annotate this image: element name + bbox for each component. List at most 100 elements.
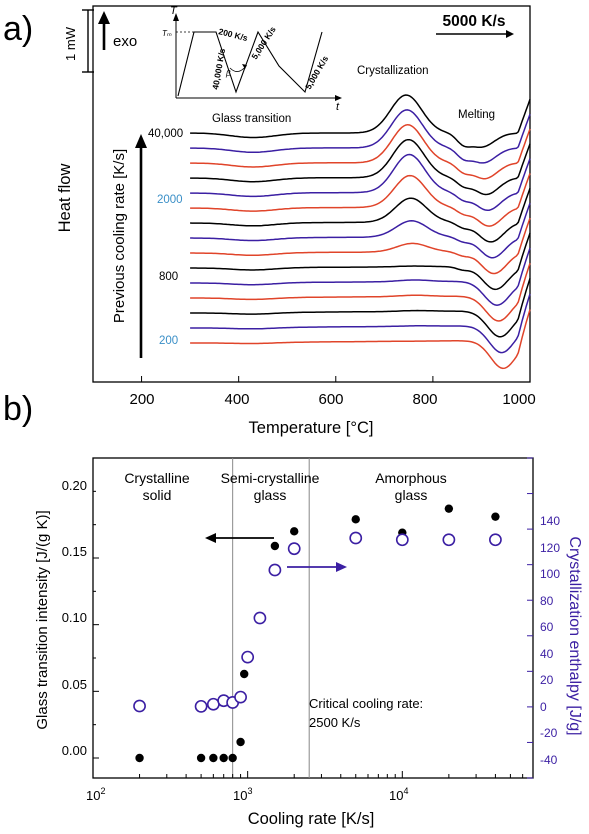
temperature-program-inset: [173, 13, 342, 101]
right-tick: -40: [540, 753, 558, 767]
dsc-trace: [190, 187, 531, 243]
panel-a-tick-200: 200: [129, 391, 154, 408]
critical-rate-value: 2500 K/s: [309, 715, 361, 730]
right-axis-pointer-arrow-icon: [287, 562, 347, 572]
right-tick: 0: [540, 700, 547, 714]
rate-label-40000: 40,000: [148, 128, 183, 140]
crystallization-enthalpy-point: [349, 531, 363, 545]
panel-a-frame: [92, 5, 531, 383]
region-amorphous: Amorphous: [375, 470, 447, 486]
rate-label-2000: 2000: [157, 194, 183, 206]
panel-a-label: a): [3, 10, 33, 48]
svg-text:102: 102: [86, 786, 105, 803]
x-tick-labels: 102 103 104: [86, 786, 408, 803]
rate-label-800: 800: [159, 271, 178, 283]
inset-beta-label: β: [225, 69, 231, 78]
panel-a-x-axis-label: Temperature [°C]: [249, 419, 374, 437]
glass-transition-point: [351, 515, 360, 524]
critical-rate-label: Critical cooling rate:: [309, 696, 423, 711]
crystallization-enthalpy-point: [287, 542, 301, 556]
dsc-trace: [190, 262, 531, 322]
panel-b-points: [133, 504, 502, 763]
glass-transition-point: [209, 753, 218, 763]
right-tick: 40: [540, 647, 554, 661]
region-amorphous-glass: glass: [395, 487, 428, 503]
svg-text:104: 104: [389, 786, 408, 803]
panel-a-tick-1000: 1000: [502, 391, 535, 408]
cooling-rate-arrow-icon: [135, 134, 147, 358]
inset-rate-5000-b: 5,000 K/s: [303, 54, 330, 91]
inset-t-label: t: [336, 101, 340, 113]
region-divider-lines: [232, 458, 310, 778]
glass-transition-point: [219, 753, 228, 763]
inset-T-label: T: [170, 5, 178, 17]
right-tick: -20: [540, 726, 558, 740]
x-tick-exp: 2: [100, 786, 105, 796]
panel-a-tick-800: 800: [412, 391, 437, 408]
glass-transition-point: [135, 753, 144, 763]
glass-transition-point: [236, 737, 245, 747]
x-tick-base: 10: [233, 788, 247, 803]
dsc-trace: [190, 232, 531, 291]
right-tick: 120: [540, 541, 560, 555]
svg-text:103: 103: [233, 786, 252, 803]
left-axis-pointer-arrow-icon: [205, 533, 274, 543]
panel-a-x-ticks: [141, 376, 531, 382]
right-tick: 20: [540, 673, 554, 687]
scale-bar: [82, 9, 94, 73]
glass-transition-point: [491, 512, 500, 521]
right-tick: 140: [540, 514, 560, 528]
heating-rate-label: 5000 K/s: [443, 13, 506, 30]
glass-transition-point: [270, 541, 280, 551]
right-tick: 80: [540, 594, 554, 608]
panel-b-chart: 0.00 0.05 0.10 0.15 0.20 -40 -20 0 20 40…: [34, 457, 583, 828]
dsc-traces: [190, 94, 531, 370]
crystallization-enthalpy-point: [489, 533, 502, 547]
scale-bar-label: 1 mW: [63, 26, 78, 61]
panel-b-left-axis-label: Glass transition intensity [J/(g K)]: [34, 510, 51, 729]
heating-direction-arrow-icon: [436, 30, 514, 38]
crystallization-enthalpy-point: [194, 699, 208, 713]
rate-label-200: 200: [159, 335, 178, 347]
left-tick-0: 0.00: [62, 743, 87, 758]
right-tick: 60: [540, 620, 554, 634]
dsc-trace: [190, 293, 531, 354]
left-tick-1: 0.05: [62, 677, 87, 692]
crystallization-enthalpy-point: [206, 697, 220, 711]
inset-rate-200: 200 K/s: [218, 26, 250, 43]
dsc-trace: [190, 202, 531, 259]
glass-transition-point: [228, 753, 237, 763]
x-tick-exp: 3: [247, 786, 252, 796]
crystallization-enthalpy-point: [253, 611, 267, 625]
panel-b-x-axis-label: Cooling rate [K/s]: [248, 810, 375, 828]
glass-transition-point: [290, 527, 299, 536]
region-crystalline: Crystalline: [124, 470, 190, 486]
crystallization-label: Crystallization: [357, 65, 429, 77]
panel-b-label: b): [3, 390, 33, 428]
region-semi-crystalline: Semi-crystalline: [221, 470, 320, 486]
glass-transition-label: Glass transition: [212, 113, 291, 125]
dsc-trace: [190, 153, 531, 212]
left-tick-2: 0.10: [62, 610, 87, 625]
melting-label: Melting: [458, 109, 495, 121]
previous-cooling-rate-label: Previous cooling rate [K/s]: [111, 149, 128, 323]
dsc-trace: [190, 173, 531, 227]
left-tick-4: 0.20: [62, 478, 87, 493]
dsc-trace: [190, 138, 531, 196]
panel-a-tick-600: 600: [318, 391, 343, 408]
region-solid: solid: [143, 487, 172, 503]
crystallization-enthalpy-point: [133, 699, 146, 713]
x-tick-base: 10: [389, 788, 403, 803]
panel-b-right-axis-label: Crystallization enthalpy [J/g]: [566, 536, 583, 735]
crystallization-enthalpy-point: [395, 533, 409, 547]
panel-b-frame: [92, 457, 534, 779]
dsc-trace: [190, 278, 531, 338]
right-tick: 100: [540, 567, 560, 581]
glass-transition-point: [444, 504, 454, 513]
panel-a-chart: 200 400 600 800 1000 Temperature [°C] He…: [56, 5, 536, 437]
dsc-trace: [190, 109, 531, 164]
panel-a-y-axis-label: Heat flow: [56, 164, 74, 233]
glass-transition-point: [196, 753, 206, 763]
left-tick-3: 0.15: [62, 544, 87, 559]
